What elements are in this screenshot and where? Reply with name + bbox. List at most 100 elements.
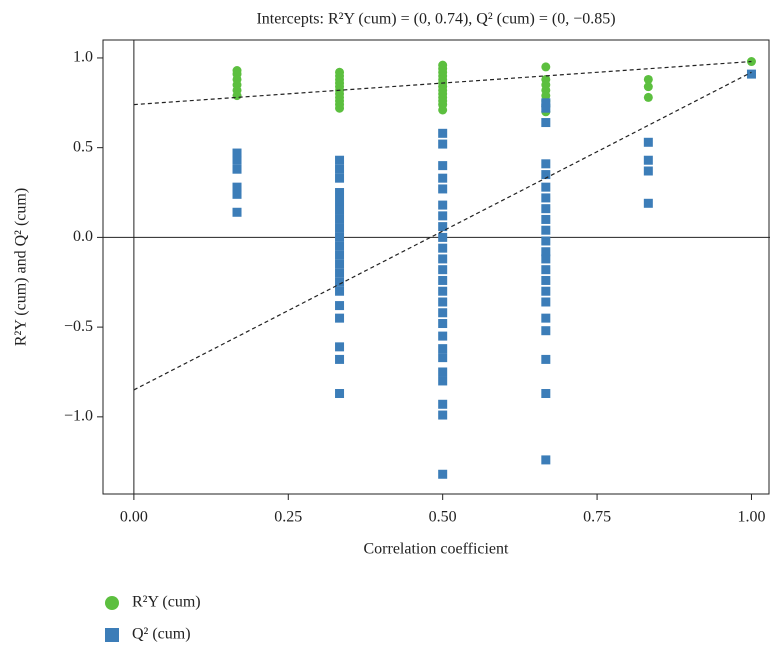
q2-point <box>335 286 345 296</box>
q2-point <box>438 200 448 210</box>
q2-point <box>438 367 448 377</box>
r2y-point <box>541 62 551 72</box>
y-tick-label: 1.0 <box>73 49 93 66</box>
q2-point <box>335 313 345 323</box>
q2-point <box>232 207 242 217</box>
q2-point <box>232 182 242 192</box>
q2-point <box>438 319 448 329</box>
y-tick-label: −0.5 <box>64 318 93 335</box>
q2-point <box>541 265 551 275</box>
x-tick-label: 0.25 <box>274 509 302 526</box>
r2y-point <box>643 92 653 102</box>
q2-point <box>438 353 448 363</box>
q2-point <box>541 286 551 296</box>
q2-point <box>335 277 345 287</box>
q2-point <box>232 189 242 199</box>
q2-point <box>643 137 653 147</box>
r2y-point <box>335 103 345 113</box>
r2y-point <box>438 105 448 115</box>
legend-marker <box>105 628 119 642</box>
q2-point <box>541 354 551 364</box>
q2-point <box>541 455 551 465</box>
q2-point <box>335 241 345 251</box>
chart-title: Intercepts: R²Y (cum) = (0, 0.74), Q² (c… <box>256 11 615 28</box>
q2-point <box>335 197 345 207</box>
q2-point <box>232 164 242 174</box>
q2-point <box>541 247 551 257</box>
q2-point <box>438 331 448 341</box>
q2-point <box>335 259 345 269</box>
legend-marker <box>105 596 119 610</box>
q2-point <box>438 161 448 171</box>
q2-point <box>335 232 345 242</box>
q2-point <box>541 170 551 180</box>
q2-point <box>541 182 551 192</box>
fit-line <box>133 71 752 391</box>
q2-point <box>541 118 551 128</box>
q2-point <box>438 376 448 386</box>
q2-point <box>335 301 345 311</box>
q2-point <box>438 297 448 307</box>
q2-point <box>541 204 551 214</box>
q2-point <box>335 223 345 233</box>
q2-point <box>438 184 448 194</box>
x-tick-label: 0.75 <box>583 509 611 526</box>
q2-point <box>746 69 756 79</box>
fit-line <box>133 60 752 106</box>
q2-point <box>541 389 551 399</box>
plot-frame <box>102 39 770 495</box>
r2y-point <box>643 82 653 92</box>
q2-point <box>438 173 448 183</box>
r2y-point <box>232 91 242 101</box>
q2-point <box>438 410 448 420</box>
x-tick-label: 1.00 <box>737 509 765 526</box>
q2-point <box>232 148 242 158</box>
q2-point <box>335 155 345 165</box>
q2-point <box>541 275 551 285</box>
q2-point <box>335 164 345 174</box>
q2-point <box>541 98 551 108</box>
q2-point <box>335 342 345 352</box>
q2-point <box>541 326 551 336</box>
x-axis-label: Correlation coefficient <box>364 541 510 558</box>
q2-point <box>541 297 551 307</box>
q2-point <box>541 236 551 246</box>
q2-point <box>335 205 345 215</box>
q2-point <box>438 128 448 138</box>
q2-point <box>232 155 242 165</box>
q2-point <box>643 166 653 176</box>
q2-point <box>643 198 653 208</box>
q2-point <box>335 214 345 224</box>
q2-point <box>335 268 345 278</box>
q2-point <box>438 232 448 242</box>
q2-point <box>438 265 448 275</box>
q2-point <box>541 225 551 235</box>
q2-point <box>541 193 551 203</box>
q2-point <box>438 344 448 354</box>
q2-point <box>541 313 551 323</box>
x-tick-label: 0.50 <box>429 509 457 526</box>
q2-point <box>335 389 345 399</box>
y-tick-label: 0.5 <box>73 138 93 155</box>
q2-point <box>541 103 551 113</box>
y-axis-label: R²Y (cum) and Q² (cum) <box>13 188 30 346</box>
q2-point <box>438 286 448 296</box>
q2-point <box>643 155 653 165</box>
q2-point <box>438 243 448 253</box>
q2-point <box>438 254 448 264</box>
r2y-point <box>643 74 653 84</box>
q2-point <box>335 250 345 260</box>
legend-label: Q² (cum) <box>132 626 191 643</box>
q2-point <box>541 214 551 224</box>
q2-point <box>438 399 448 409</box>
q2-point <box>541 254 551 264</box>
q2-point <box>438 469 448 479</box>
q2-point <box>438 308 448 318</box>
y-tick-label: −1.0 <box>64 408 93 425</box>
q2-point <box>438 222 448 232</box>
q2-point <box>335 354 345 364</box>
x-tick-label: 0.00 <box>120 509 148 526</box>
q2-point <box>335 188 345 198</box>
q2-point <box>335 173 345 183</box>
